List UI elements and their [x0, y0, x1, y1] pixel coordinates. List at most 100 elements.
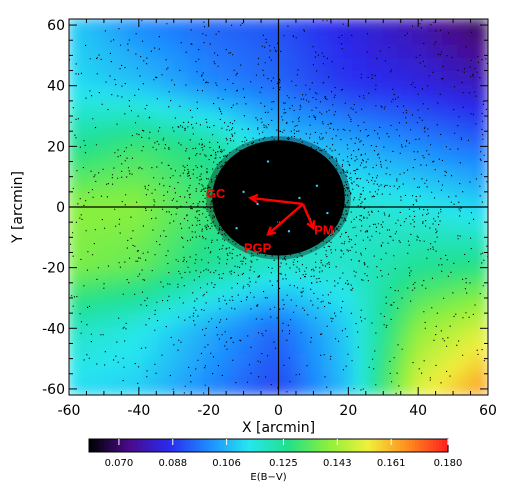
heatmap-cell	[277, 71, 295, 88]
heatmap-cell	[352, 19, 370, 34]
heatmap-cell	[412, 192, 430, 208]
heatmap-cell	[187, 58, 205, 74]
heatmap-cell	[397, 98, 415, 114]
heatmap-cell	[157, 192, 175, 208]
heatmap-cell	[352, 192, 370, 208]
heatmap-cell	[247, 273, 265, 289]
heatmap-cell	[157, 85, 175, 101]
heatmap-cell	[69, 367, 85, 383]
heatmap-cell	[97, 219, 115, 235]
colorbar-segment	[166, 439, 171, 452]
heatmap-cell	[367, 165, 385, 182]
heatmap-cell	[412, 380, 430, 395]
heatmap-cell	[427, 232, 445, 249]
heatmap-cell	[187, 138, 205, 155]
colorbar-segment	[409, 439, 413, 452]
colorbar-segment	[178, 439, 183, 452]
heatmap-cell	[397, 232, 415, 249]
heatmap-cell	[457, 112, 475, 128]
heatmap-cell	[382, 31, 400, 47]
heatmap-cell	[412, 112, 430, 128]
heatmap-cell	[427, 31, 445, 47]
heatmap-cell	[112, 232, 130, 249]
vector-gc-shaft	[250, 196, 304, 206]
colorbar-segment	[142, 439, 147, 452]
heatmap-cell	[292, 367, 310, 383]
heatmap-cell	[82, 152, 100, 168]
heatmap-cell	[457, 192, 475, 208]
heatmap-cell	[427, 273, 445, 289]
heatmap-cell	[172, 71, 190, 88]
heatmap-cell	[97, 353, 115, 370]
heatmap-cell	[187, 300, 205, 316]
heatmap-cell	[352, 125, 370, 141]
heatmap-cell	[322, 125, 340, 141]
heatmap-cell	[247, 58, 265, 74]
heatmap-cell	[427, 179, 445, 195]
heatmap-cell	[352, 367, 370, 383]
heatmap-cell	[322, 313, 340, 329]
heatmap-cell	[457, 152, 475, 168]
heatmap-cell	[322, 112, 340, 128]
colorbar-segment	[250, 439, 255, 452]
heatmap-cell	[202, 152, 220, 168]
heatmap-cell	[337, 340, 355, 356]
heatmap-cell	[277, 353, 295, 370]
heatmap-cell	[397, 125, 415, 141]
heatmap-cell	[82, 71, 100, 88]
heatmap-cell	[112, 152, 130, 168]
heatmap-cell	[187, 380, 205, 395]
colorbar-tick-label: 0.161	[377, 458, 406, 469]
heatmap-cell	[277, 326, 295, 343]
heatmap-cell	[112, 300, 130, 316]
heatmap-cell	[427, 165, 445, 182]
heatmap-cell	[202, 259, 220, 276]
heatmap-cell	[202, 286, 220, 302]
heatmap-cell	[427, 259, 445, 276]
colorbar-segment	[151, 439, 156, 452]
heatmap-cell	[382, 313, 400, 329]
heatmap-cell	[232, 112, 250, 128]
heatmap-cell	[217, 286, 235, 302]
heatmap-cell	[382, 152, 400, 168]
y-tick-label: -60	[42, 382, 65, 398]
heatmap-cell	[202, 58, 220, 74]
heatmap-cell	[412, 300, 430, 316]
heatmap-cell	[82, 19, 100, 34]
heatmap-cell	[397, 165, 415, 182]
heatmap-cell	[472, 380, 488, 395]
heatmap-cell	[232, 286, 250, 302]
heatmap-cell	[127, 31, 145, 47]
heatmap-cell	[352, 380, 370, 395]
heatmap-cell	[142, 31, 160, 47]
heatmap-cell	[232, 273, 250, 289]
heatmap-cell	[232, 98, 250, 114]
heatmap-cell	[202, 380, 220, 395]
heatmap-cell	[397, 246, 415, 262]
reference-lines	[69, 19, 488, 395]
heatmap-cell	[307, 71, 325, 88]
heatmap-cell	[442, 313, 460, 329]
heatmap-cell	[322, 286, 340, 302]
heatmap-cell	[97, 85, 115, 101]
heatmap-cell	[442, 58, 460, 74]
heatmap-cell	[277, 112, 295, 128]
colorbar-segment	[397, 439, 401, 452]
colorbar-segment	[445, 439, 449, 452]
heatmap-cell	[202, 19, 220, 34]
heatmap-cell	[82, 165, 100, 182]
colorbar-segment	[280, 439, 285, 452]
colorbar-segment	[349, 439, 353, 452]
colorbar-segment	[268, 439, 273, 452]
colorbar-tick-label: 0.088	[158, 458, 187, 469]
heatmap-cell	[187, 152, 205, 168]
heatmap-cell	[457, 85, 475, 101]
heatmap-cell	[397, 273, 415, 289]
heatmap-cell	[187, 125, 205, 141]
heatmap-cell	[157, 71, 175, 88]
heatmap-cell	[367, 246, 385, 262]
heatmap-cell	[367, 44, 385, 61]
heatmap-cell	[412, 367, 430, 383]
heatmap-cell	[382, 286, 400, 302]
heatmap-cell	[472, 71, 488, 88]
